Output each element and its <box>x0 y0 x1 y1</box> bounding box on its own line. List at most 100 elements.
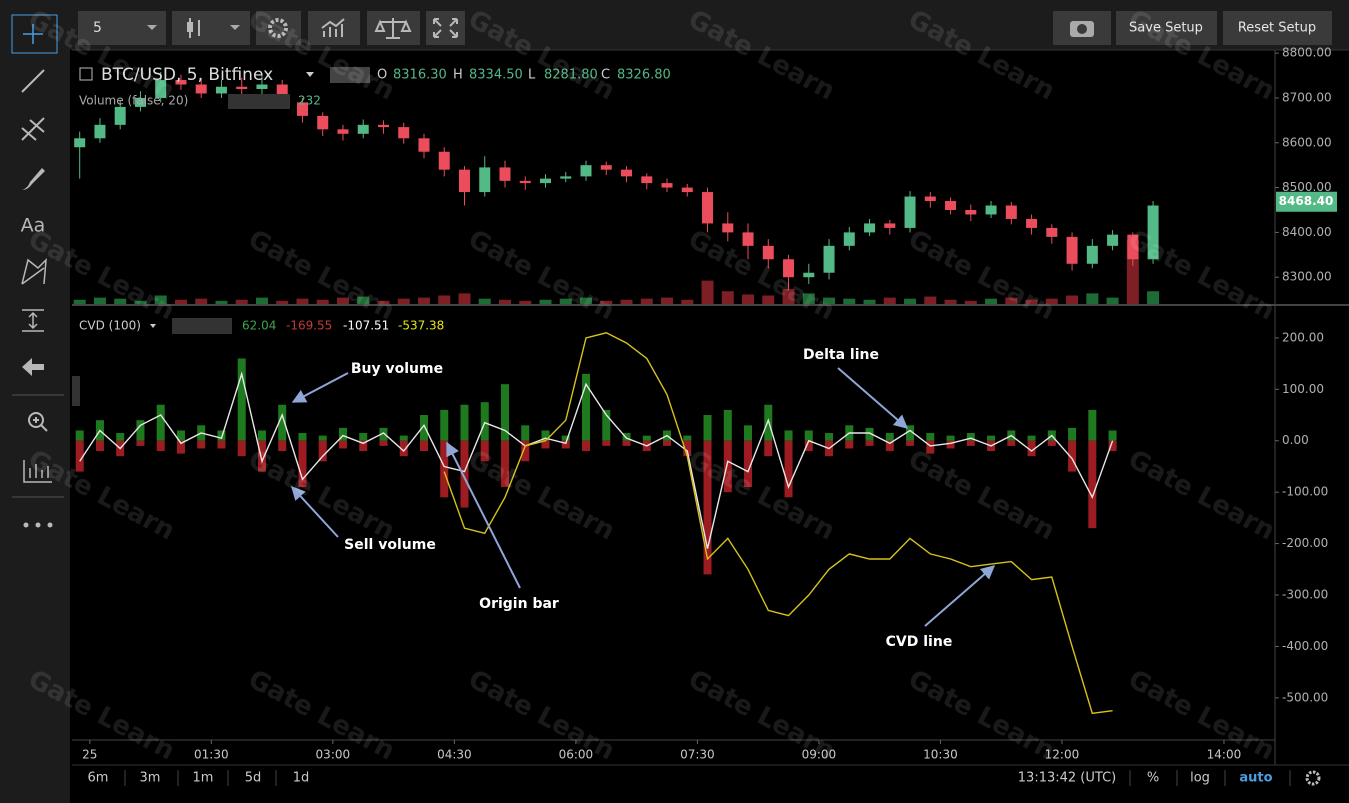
volume-bar <box>742 294 755 304</box>
settings-gear[interactable] <box>1305 770 1321 786</box>
volume-bar <box>1025 299 1038 304</box>
symbol-toggle[interactable] <box>79 67 93 81</box>
fullscreen-button[interactable] <box>426 11 465 45</box>
delta-bar <box>825 433 834 441</box>
remove-tool[interactable] <box>22 358 44 376</box>
y-tick-label: -300.00 <box>1282 588 1328 602</box>
pitchfork-tool[interactable] <box>21 117 45 141</box>
delta-bar <box>744 440 753 488</box>
volume-bar <box>863 299 876 304</box>
delta-bar <box>602 440 611 446</box>
annotation-label: CVD line <box>886 634 953 650</box>
volume-bar <box>93 297 106 304</box>
delta-bar <box>217 430 226 441</box>
candle-body <box>458 169 470 193</box>
series-line <box>443 332 1113 715</box>
volume-bar <box>964 300 977 304</box>
cvd-legend-value: 62.04 <box>242 319 276 333</box>
candle-body <box>1086 245 1098 264</box>
candle-body <box>540 178 552 184</box>
x-tick-label: 06:00 <box>559 748 594 762</box>
candle-body <box>560 176 572 179</box>
y-tick-label: 8400.00 <box>1282 225 1332 239</box>
range-button[interactable]: 3m <box>140 771 161 786</box>
range-button[interactable]: 5d <box>245 771 262 786</box>
symbol-title[interactable]: BTC/USD, 5, Bitfinex <box>101 65 273 85</box>
candle-body <box>418 138 430 152</box>
zoom-icon <box>33 417 48 432</box>
candle-body <box>803 272 815 278</box>
volume-bar <box>782 289 795 304</box>
ohlc-key: O <box>377 68 387 83</box>
delta-bar <box>865 440 874 446</box>
trend-line-tool[interactable] <box>21 69 45 93</box>
zoom-tool[interactable] <box>28 412 44 428</box>
delta-bar <box>804 440 813 452</box>
more-dot[interactable] <box>47 522 53 528</box>
delta-bar <box>480 402 489 441</box>
range-button[interactable]: 6m <box>88 771 109 786</box>
save-setup-button[interactable] <box>1116 11 1217 45</box>
candle-body <box>843 232 855 246</box>
volume-bar <box>904 298 917 304</box>
delta-bar <box>885 440 894 452</box>
text-tool[interactable]: Aa <box>21 215 46 237</box>
delta-bar <box>784 430 793 441</box>
annotation-label: Delta line <box>803 347 879 363</box>
delta-bar <box>75 440 84 472</box>
brush-tool[interactable] <box>22 168 45 190</box>
candle-body <box>621 169 633 177</box>
volume-bar <box>701 280 714 304</box>
y-tick-label: 8500.00 <box>1282 180 1332 194</box>
delta-bar <box>703 415 712 441</box>
delta-bar <box>966 433 975 441</box>
range-button[interactable]: 1m <box>193 771 214 786</box>
x-tick-label: 07:30 <box>680 748 715 762</box>
candle-body <box>823 245 835 273</box>
delta-bar <box>804 430 813 441</box>
delta-bar <box>500 384 509 441</box>
indicators-button[interactable] <box>308 11 360 45</box>
reset-setup-button[interactable] <box>1223 11 1332 45</box>
delta-bar <box>1088 409 1097 441</box>
volume-bar <box>802 293 815 304</box>
volume-bar <box>661 297 674 304</box>
delta-bar <box>906 425 915 441</box>
chart-type-button[interactable] <box>172 11 250 45</box>
dropdown-caret <box>306 72 314 77</box>
candle-body <box>742 232 754 246</box>
candle-body <box>762 245 774 260</box>
log-toggle[interactable]: log <box>1190 771 1210 786</box>
x-tick-label: 09:00 <box>802 748 837 762</box>
percent-toggle[interactable]: % <box>1147 771 1159 786</box>
auto-toggle[interactable]: auto <box>1239 771 1272 786</box>
ohlc-key: C <box>601 68 610 83</box>
y-tick-label: -200.00 <box>1282 536 1328 550</box>
interval-label: 5 <box>93 20 102 36</box>
candle-body <box>580 165 592 177</box>
pattern-tool[interactable] <box>21 258 47 285</box>
crosshair-tool[interactable] <box>11 14 58 54</box>
fullscreen-icon <box>433 18 458 38</box>
range-button[interactable]: 1d <box>293 771 310 786</box>
x-tick-label: 12:00 <box>1045 748 1080 762</box>
gear-icon <box>268 18 288 38</box>
delta-bar <box>541 430 550 441</box>
delta-bar <box>500 440 509 488</box>
volume-bar <box>276 300 289 304</box>
settings-button[interactable] <box>256 11 301 45</box>
x-tick-label: 14:00 <box>1207 748 1242 762</box>
measure-tool[interactable] <box>22 309 44 332</box>
delta-bar <box>278 440 287 452</box>
delta-bar <box>480 440 489 462</box>
y-tick-label: -500.00 <box>1282 690 1328 704</box>
more-dot[interactable] <box>23 522 29 528</box>
overlay: BTC/USD, 5, Bitfinex O 8316.30 H 8334.50 L 828… <box>79 65 996 650</box>
collapse-handle[interactable] <box>72 376 80 406</box>
more-dot[interactable] <box>35 522 41 528</box>
delta-bar <box>744 425 753 441</box>
bars-tool[interactable] <box>23 460 52 483</box>
candle-body <box>175 80 187 85</box>
candle-body <box>357 124 369 134</box>
delta-bar <box>561 440 570 449</box>
